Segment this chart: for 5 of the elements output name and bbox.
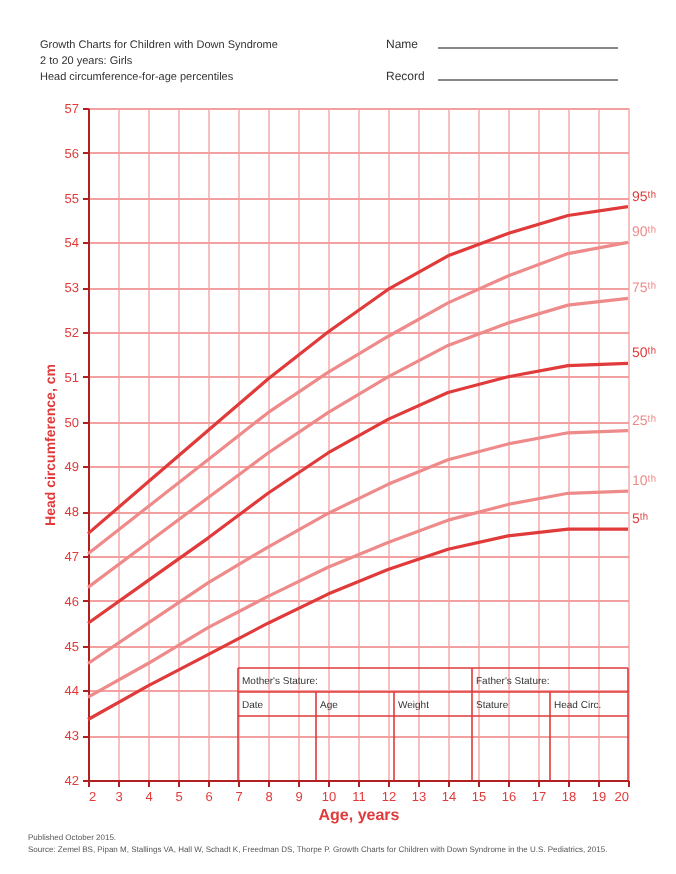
line-series	[86, 361, 630, 625]
line-series	[86, 204, 630, 536]
line-series	[86, 240, 630, 556]
x-axis-title: Age, years	[318, 806, 401, 824]
line-series	[86, 296, 630, 589]
